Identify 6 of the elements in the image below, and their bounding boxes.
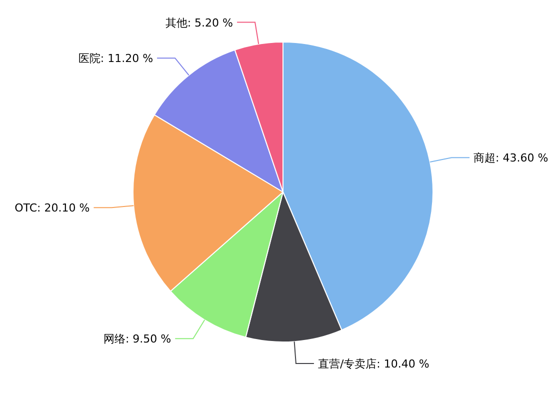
slice-label: 其他: 5.20 % bbox=[165, 16, 234, 30]
slice-label: 直营/专卖店: 10.40 % bbox=[318, 358, 430, 371]
slice-label: 医院: 11.20 % bbox=[78, 52, 154, 66]
slice-label: OTC: 20.10 % bbox=[14, 202, 90, 215]
slice-label: 商超: 43.60 % bbox=[474, 152, 548, 165]
slice-label: 网络: 9.50 % bbox=[103, 332, 172, 346]
